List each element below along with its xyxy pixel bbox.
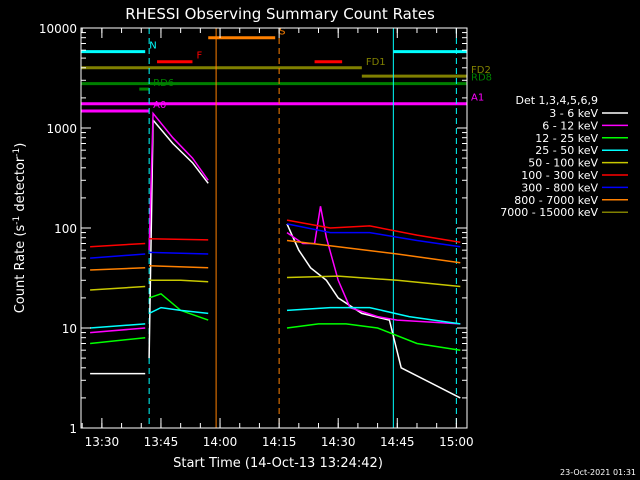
series-line-25-50-kev: [90, 323, 146, 329]
legend-label-100-300-kev: 100 - 300 keV: [521, 169, 598, 182]
flag-label-a0: A0: [153, 100, 166, 111]
flag-label-fd1: FD1: [366, 57, 386, 68]
y-axis-label: Count Rate (s-1 detector-1): [12, 143, 28, 314]
series-line-800-7000-kev: [149, 264, 209, 269]
series-line-800-7000-kev: [90, 267, 146, 271]
series-line-100-300-kev: [90, 242, 146, 248]
flag-label-a1: A1: [471, 93, 484, 104]
x-tick-label: 14:30: [321, 435, 356, 449]
flag-label-f: F: [196, 51, 202, 62]
legend-title: Det 1,3,4,5,6,9: [515, 94, 598, 107]
legend-label-12-25-kev: 12 - 25 keV: [535, 132, 598, 145]
y-tick-label: 100: [54, 222, 77, 236]
series-line-6-12-kev: [90, 327, 146, 334]
y-tick-label: 10000: [39, 22, 77, 36]
series-line-300-800-kev: [149, 251, 209, 255]
flag-label-fd2: FD2: [471, 65, 491, 76]
legend-label-7000-15000-kev: 7000 - 15000 keV: [500, 206, 598, 219]
series-line-3-6-kev: [148, 118, 209, 359]
y-tick-label: 10: [62, 322, 77, 336]
series-line-25-50-kev: [148, 306, 209, 315]
legend-label-25-50-kev: 25 - 50 keV: [535, 144, 598, 157]
legend-label-50-100-kev: 50 - 100 keV: [528, 157, 598, 170]
x-tick-label: 13:30: [85, 435, 120, 449]
x-tick-label: 13:45: [144, 435, 179, 449]
series-line-3-6-kev: [286, 223, 461, 399]
x-tick-label: 15:00: [439, 435, 474, 449]
x-axis-ticks: 13:30 13:45 14:00 14:15 14:30 14:45 15:00: [81, 28, 474, 449]
flag-label-rd8: RD8: [471, 73, 492, 84]
series-lines: [90, 111, 461, 399]
flag-label-n: N: [149, 41, 156, 52]
x-tick-label: 14:15: [262, 435, 297, 449]
legend-label-6-12-kev: 6 - 12 keV: [542, 119, 598, 132]
x-tick-label: 14:45: [380, 435, 415, 449]
footer-timestamp: 23-Oct-2021 01:31: [560, 468, 636, 477]
series-line-6-12-kev: [148, 111, 209, 251]
y-axis-ticks: 1 10 100 1000 10000: [39, 22, 467, 436]
legend-label-300-800-kev: 300 - 800 keV: [521, 181, 598, 194]
series-line-300-800-kev: [286, 223, 461, 248]
x-tick-label: 14:00: [203, 435, 238, 449]
legend-label-800-7000-kev: 800 - 7000 keV: [514, 194, 598, 207]
y-tick-label: 1: [69, 422, 77, 436]
y-tick-label: 1000: [46, 122, 77, 136]
series-line-50-100-kev: [286, 275, 461, 288]
series-line-100-300-kev: [286, 219, 461, 244]
series-line-50-100-kev: [90, 285, 146, 291]
series-line-25-50-kev: [286, 306, 461, 325]
legend-label-3-6-kev: 3 - 6 keV: [549, 107, 598, 120]
x-axis-label: Start Time (14-Oct-13 13:24:42): [173, 456, 383, 471]
series-line-12-25-kev: [148, 292, 209, 321]
chart-title: RHESSI Observing Summary Count Rates: [125, 5, 435, 23]
series-line-12-25-kev: [90, 336, 146, 345]
series-line-800-7000-kev: [286, 239, 461, 264]
series-line-100-300-kev: [149, 238, 209, 241]
flag-label-s: S: [279, 27, 285, 38]
series-line-12-25-kev: [286, 323, 461, 351]
flag-bars: NSFFD1FD2RD6RD8A0A1: [81, 27, 492, 113]
series-line-300-800-kev: [90, 253, 146, 259]
series-line-50-100-kev: [149, 279, 209, 283]
